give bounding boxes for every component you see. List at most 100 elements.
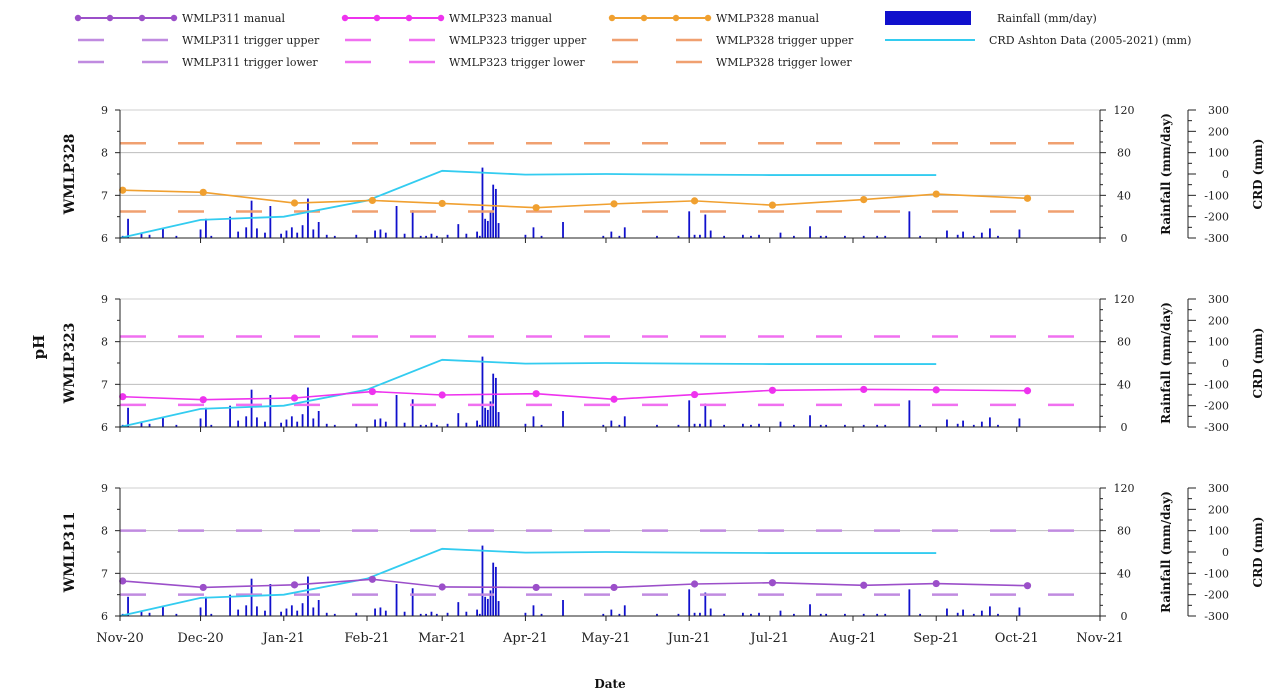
rainfall-bar xyxy=(481,356,484,427)
rainfall-axis-title: Rainfall (mm/day) xyxy=(1159,491,1173,613)
rainfall-bar xyxy=(307,576,309,616)
ph-tick-label: 7 xyxy=(101,378,108,391)
manual-series-point xyxy=(532,204,540,212)
rainfall-bar xyxy=(379,229,382,238)
rainfall-bar xyxy=(809,226,811,238)
rainfall-bar xyxy=(699,234,701,238)
x-tick-label: Apr-21 xyxy=(502,631,548,646)
rainfall-bar xyxy=(140,422,143,427)
manual-series-point xyxy=(610,395,618,403)
rainfall-bar xyxy=(956,423,959,427)
panel-title: WMLP323 xyxy=(62,323,78,405)
rainfall-bar xyxy=(989,417,991,427)
rainfall-bar xyxy=(256,606,258,616)
ph-tick-label: 8 xyxy=(101,147,108,160)
rainfall-bar xyxy=(844,613,846,616)
rainfall-tick-label: 80 xyxy=(1117,525,1131,538)
rainfall-bar xyxy=(610,609,613,616)
rainfall-bar xyxy=(524,423,527,427)
rainfall-bar xyxy=(540,613,543,616)
rainfall-bar xyxy=(484,407,487,427)
crd-tick-label: 100 xyxy=(1208,147,1229,160)
rainfall-bars xyxy=(121,167,1021,238)
legend-item: WMLP323 trigger lower xyxy=(345,56,585,69)
rainfall-bar xyxy=(419,424,422,427)
rainfall-bar xyxy=(481,545,484,616)
rainfall-bar xyxy=(742,234,744,238)
legend-label: WMLP328 trigger lower xyxy=(716,56,852,69)
rainfall-bar xyxy=(486,220,489,238)
manual-series-point xyxy=(1023,582,1032,590)
rainfall-bar xyxy=(127,596,129,616)
rainfall-bar xyxy=(229,405,231,427)
rainfall-bar xyxy=(411,210,414,238)
rainfall-bar xyxy=(307,387,309,427)
manual-series-point xyxy=(438,391,446,399)
manual-series-point xyxy=(532,583,540,592)
manual-series-point xyxy=(532,390,540,398)
rainfall-bar xyxy=(1018,418,1021,427)
rainfall-bar xyxy=(809,415,811,427)
x-tick-label: Feb-21 xyxy=(344,631,389,646)
legend-item: WMLP328 manual xyxy=(608,12,819,25)
manual-series-point xyxy=(368,575,376,583)
manual-series-point xyxy=(768,386,777,394)
x-tick-label: Jul-21 xyxy=(748,631,789,646)
rainfall-bar xyxy=(688,211,691,238)
x-tick-label: Nov-20 xyxy=(96,631,143,646)
legend-item: WMLP328 trigger upper xyxy=(612,34,854,47)
rainfall-bar xyxy=(688,400,691,427)
rainfall-tick-label: 40 xyxy=(1117,189,1131,202)
rainfall-bar xyxy=(908,589,911,616)
rainfall-bar xyxy=(374,230,376,238)
x-tick-label: Dec-20 xyxy=(177,631,223,646)
ph-tick-label: 8 xyxy=(101,525,108,538)
legend-marker-swatch xyxy=(405,14,413,22)
legend-marker-swatch xyxy=(74,14,82,22)
rainfall-tick-label: 80 xyxy=(1117,336,1131,349)
rainfall-bar xyxy=(457,602,460,616)
rainfall-bar xyxy=(750,235,752,238)
rainfall-tick-label: 120 xyxy=(1114,104,1135,117)
rainfall-bar xyxy=(430,611,433,616)
rainfall-bar xyxy=(779,610,782,616)
legend-item: WMLP311 manual xyxy=(74,12,285,25)
rainfall-bar xyxy=(524,234,527,238)
rainfall-bar xyxy=(280,611,282,616)
rainfall-bar xyxy=(250,389,253,427)
rainfall-bar xyxy=(229,216,231,238)
manual-series-point xyxy=(1023,194,1032,202)
rainfall-bar xyxy=(199,418,202,427)
crd-axis-title: CRD (mm) xyxy=(1251,517,1265,588)
manual-series-point xyxy=(1023,387,1032,395)
legend-marker-swatch xyxy=(437,14,445,22)
crd-tick-label: 200 xyxy=(1208,314,1229,327)
manual-series-point xyxy=(119,577,127,585)
manual-series-point xyxy=(860,385,868,394)
rainfall-bar xyxy=(623,227,626,238)
rainfall-bar xyxy=(285,230,288,238)
rainfall-bar xyxy=(723,235,726,238)
rainfall-bar xyxy=(489,212,492,238)
rainfall-bar xyxy=(980,610,983,616)
rainfall-bar xyxy=(819,235,822,238)
crd-line xyxy=(119,358,937,428)
rainfall-bar xyxy=(379,418,382,427)
crd-tick-label: -100 xyxy=(1204,378,1229,391)
rainfall-bar xyxy=(862,424,865,427)
rainfall-bar xyxy=(484,218,487,238)
rainfall-bar xyxy=(264,421,266,427)
legend-label: CRD Ashton Data (2005-2021) (mm) xyxy=(989,34,1191,47)
rainfall-bar xyxy=(465,422,468,427)
rainfall-bar xyxy=(210,235,213,238)
crd-tick-label: 0 xyxy=(1222,168,1229,181)
crd-tick-label: -300 xyxy=(1204,421,1229,434)
rainfall-bar xyxy=(962,609,964,616)
rainfall-bar xyxy=(809,604,811,616)
rainfall-bar xyxy=(127,218,129,238)
legend-marker-swatch xyxy=(341,14,349,22)
rainfall-bar xyxy=(384,421,387,427)
rainfall-bar xyxy=(296,610,299,616)
rainfall-bar xyxy=(457,413,460,427)
